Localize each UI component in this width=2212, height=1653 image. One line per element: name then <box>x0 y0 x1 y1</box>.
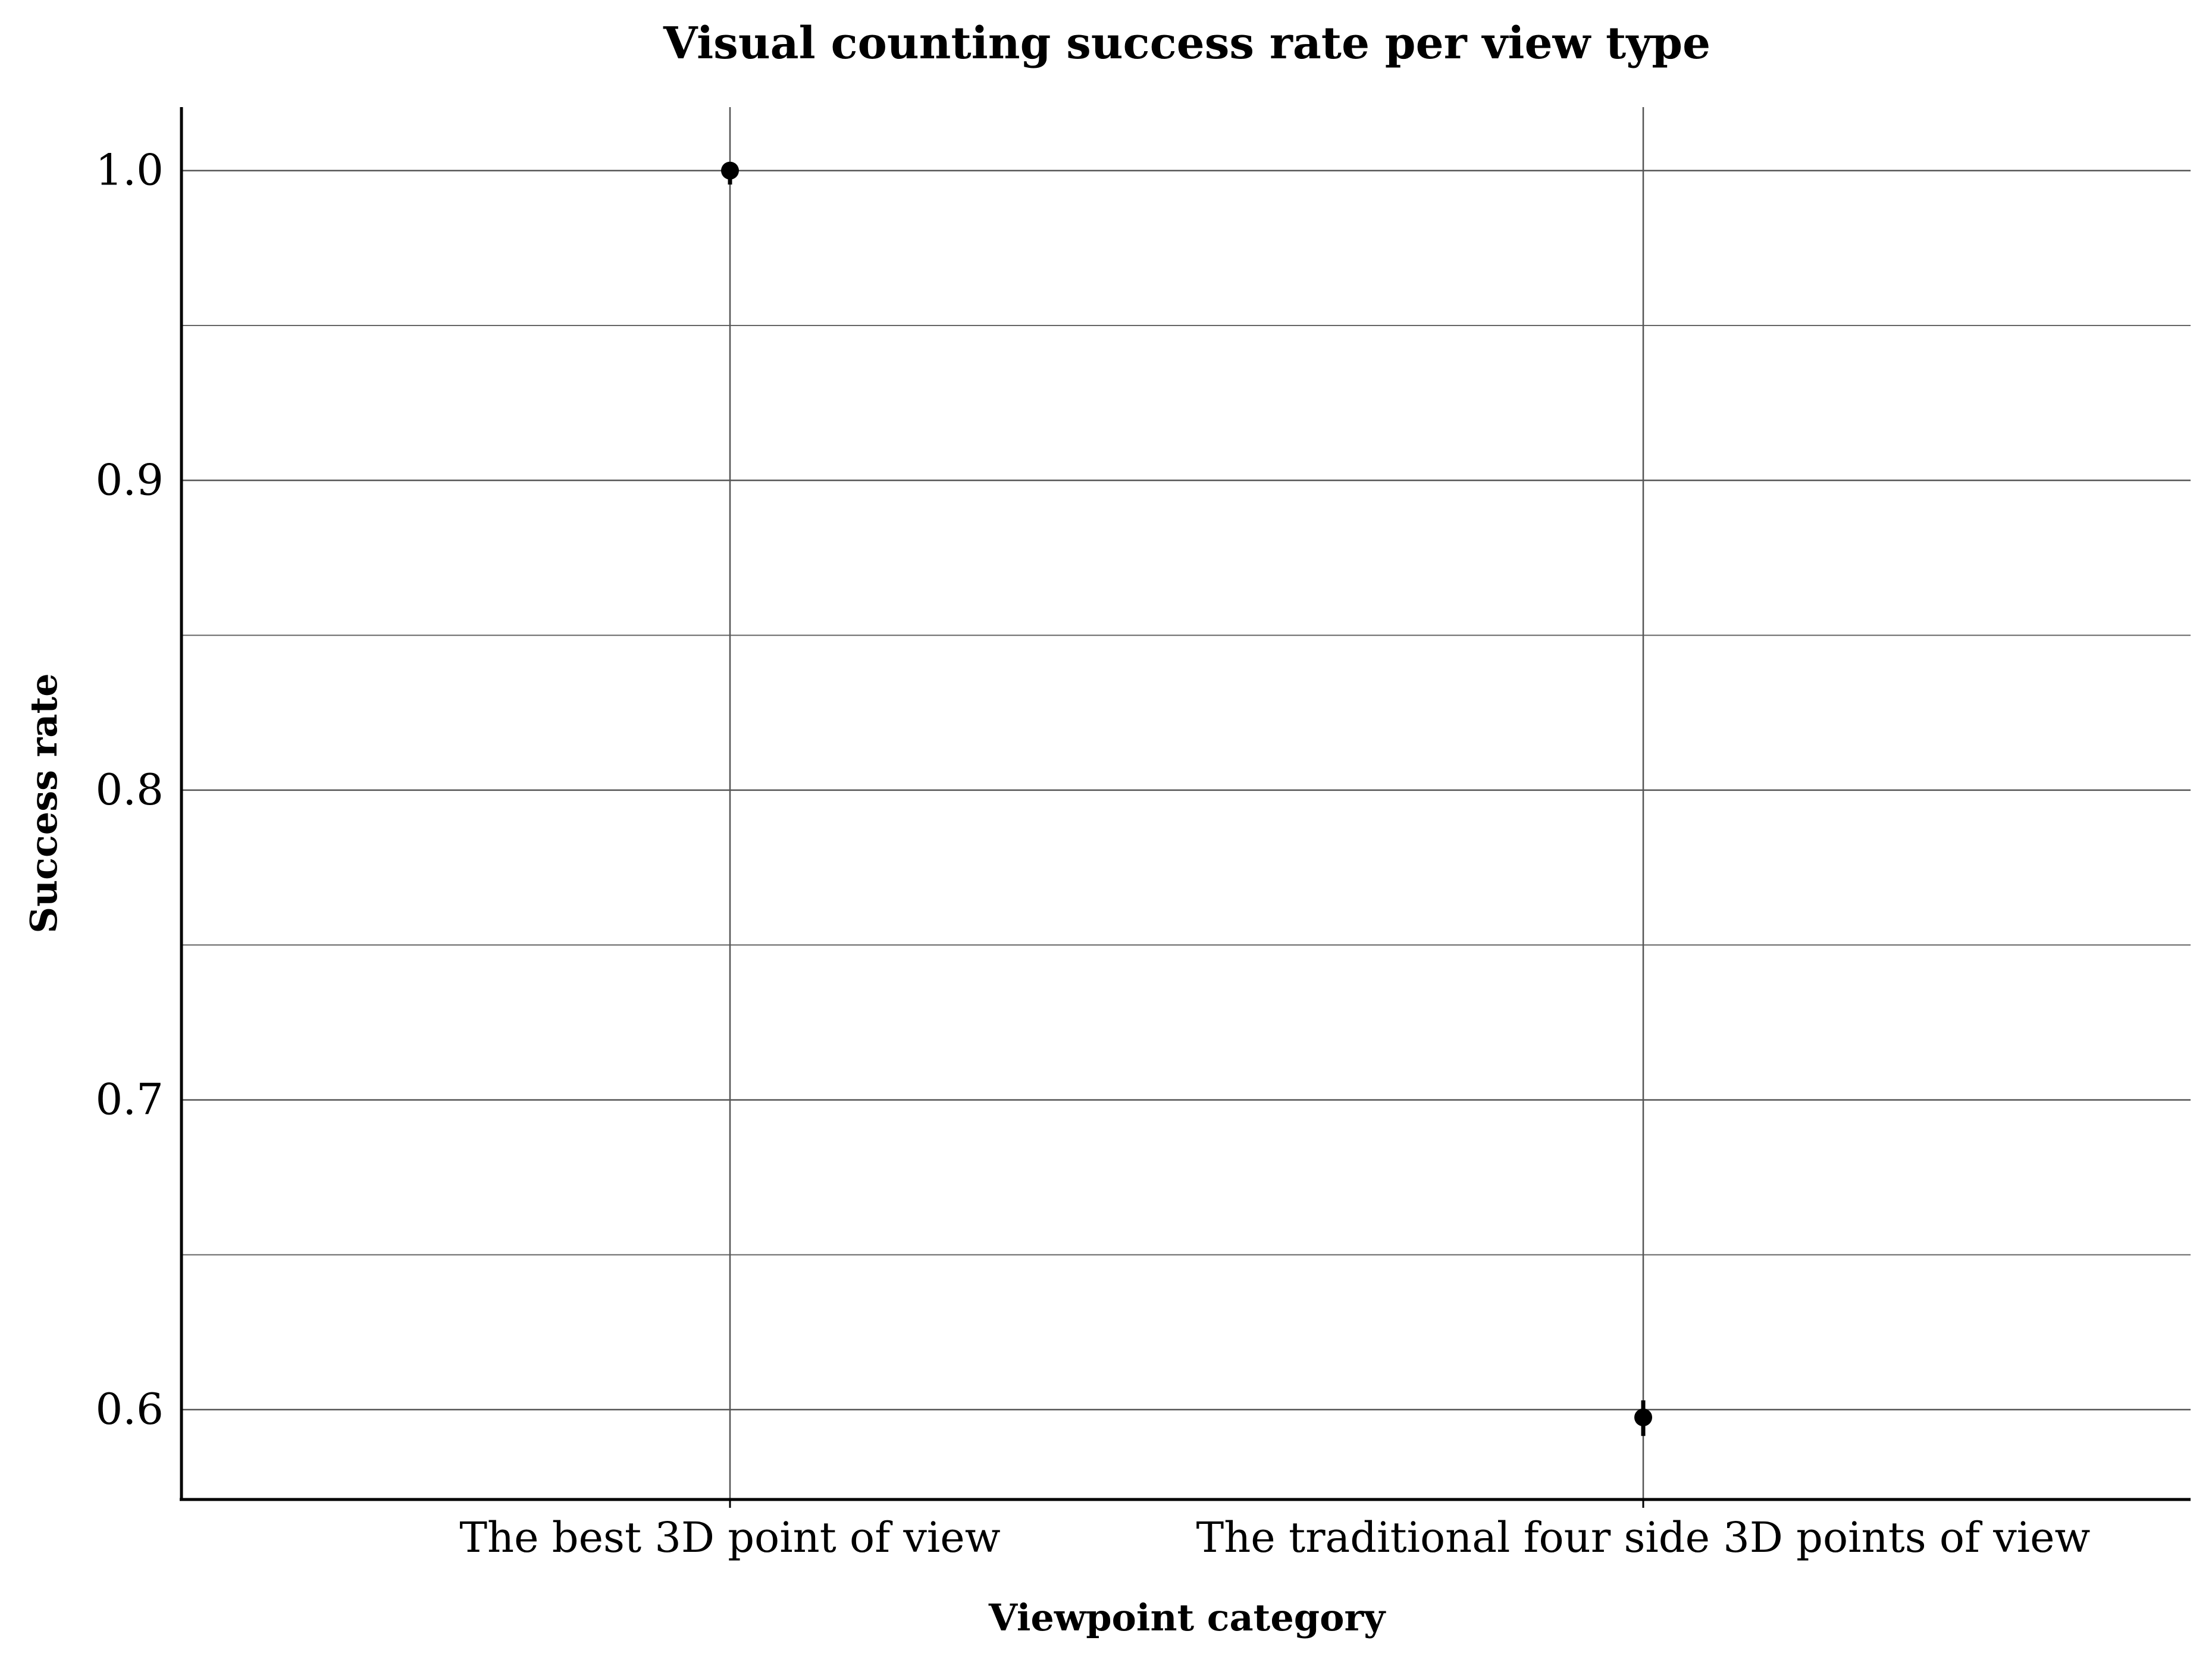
data-points <box>721 161 1652 1436</box>
y-tick-label: 0.7 <box>95 1074 164 1124</box>
y-tick-label: 1.0 <box>95 145 164 195</box>
data-point <box>1634 1408 1652 1427</box>
y-tick-label: 0.9 <box>95 455 164 505</box>
x-tick-label: The best 3D point of view <box>459 1513 1000 1562</box>
grid <box>181 107 2191 1499</box>
data-point <box>721 161 739 180</box>
y-tick-label: 0.8 <box>95 765 164 815</box>
x-tick-label: The traditional four side 3D points of v… <box>1196 1513 2091 1562</box>
x-tick-labels: The best 3D point of view The traditional… <box>459 1499 2090 1562</box>
y-tick-labels: 0.6 0.7 0.8 0.9 1.0 <box>95 145 164 1434</box>
y-tick-label: 0.6 <box>95 1384 164 1434</box>
y-axis-title: Success rate <box>22 673 65 933</box>
chart-title: Visual counting success rate per view ty… <box>663 18 1710 69</box>
x-axis-title: Viewpoint category <box>988 1596 1386 1639</box>
